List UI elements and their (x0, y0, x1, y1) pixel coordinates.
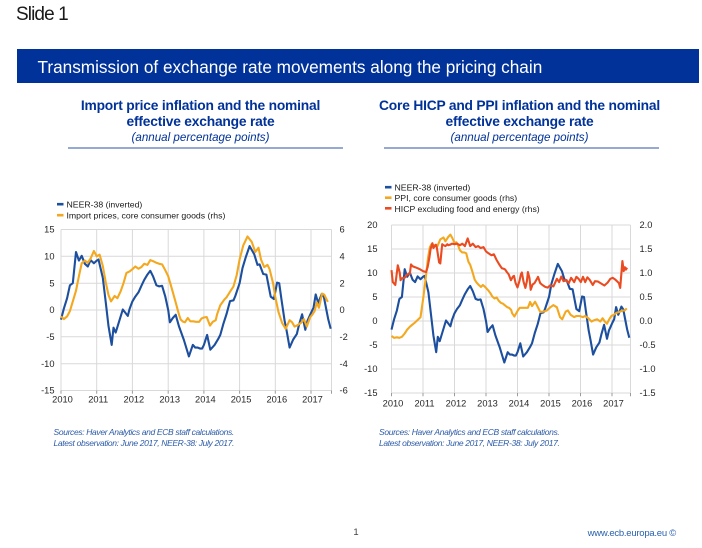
svg-text:5: 5 (49, 278, 54, 288)
svg-text:PPI, core consumer goods (rhs): PPI, core consumer goods (rhs) (395, 193, 518, 203)
svg-text:2017: 2017 (302, 395, 323, 405)
svg-text:-5: -5 (369, 340, 377, 350)
svg-text:0: 0 (372, 316, 377, 326)
svg-text:-10: -10 (41, 359, 54, 369)
svg-text:2: 2 (340, 278, 345, 288)
svg-text:1.0: 1.0 (640, 268, 653, 278)
svg-text:2014: 2014 (195, 395, 216, 405)
svg-text:HICP excluding food and energy: HICP excluding food and energy (rhs) (395, 204, 540, 214)
svg-text:2010: 2010 (383, 398, 404, 408)
svg-text:2013: 2013 (477, 398, 498, 408)
svg-text:2.0: 2.0 (640, 220, 653, 230)
svg-text:2011: 2011 (415, 398, 435, 408)
svg-text:2017: 2017 (603, 398, 624, 408)
svg-text:2011: 2011 (88, 395, 108, 405)
svg-text:2010: 2010 (52, 395, 73, 405)
svg-text:-6: -6 (340, 386, 348, 396)
svg-text:NEER-38 (inverted): NEER-38 (inverted) (67, 200, 143, 210)
svg-text:-2: -2 (340, 332, 348, 342)
svg-text:15: 15 (44, 225, 54, 235)
svg-text:20: 20 (367, 220, 377, 230)
svg-text:-15: -15 (41, 386, 54, 396)
svg-text:-15: -15 (364, 388, 377, 398)
svg-text:0: 0 (340, 305, 345, 315)
svg-text:-10: -10 (364, 364, 377, 374)
svg-text:4: 4 (340, 252, 345, 262)
svg-text:5: 5 (372, 292, 377, 302)
svg-text:2016: 2016 (572, 398, 593, 408)
svg-text:-1.5: -1.5 (640, 388, 656, 398)
svg-text:1.5: 1.5 (640, 244, 653, 254)
svg-text:NEER-38 (inverted): NEER-38 (inverted) (395, 183, 471, 193)
svg-text:Import prices, core consumer g: Import prices, core consumer goods (rhs) (67, 211, 226, 221)
svg-text:2012: 2012 (124, 395, 145, 405)
svg-text:2013: 2013 (159, 395, 180, 405)
svg-text:0.5: 0.5 (640, 292, 653, 302)
svg-text:2012: 2012 (446, 398, 467, 408)
svg-text:-4: -4 (340, 359, 348, 369)
svg-text:-0.5: -0.5 (640, 340, 656, 350)
svg-text:-1.0: -1.0 (640, 364, 656, 374)
svg-text:15: 15 (367, 244, 377, 254)
svg-text:10: 10 (367, 268, 377, 278)
svg-text:10: 10 (44, 252, 54, 262)
svg-text:0.0: 0.0 (640, 316, 653, 326)
svg-text:6: 6 (340, 225, 345, 235)
svg-text:2014: 2014 (509, 398, 530, 408)
svg-text:2016: 2016 (266, 395, 287, 405)
svg-text:2015: 2015 (540, 398, 561, 408)
svg-text:2015: 2015 (231, 395, 252, 405)
svg-text:-5: -5 (46, 332, 54, 342)
svg-text:0: 0 (49, 305, 54, 315)
